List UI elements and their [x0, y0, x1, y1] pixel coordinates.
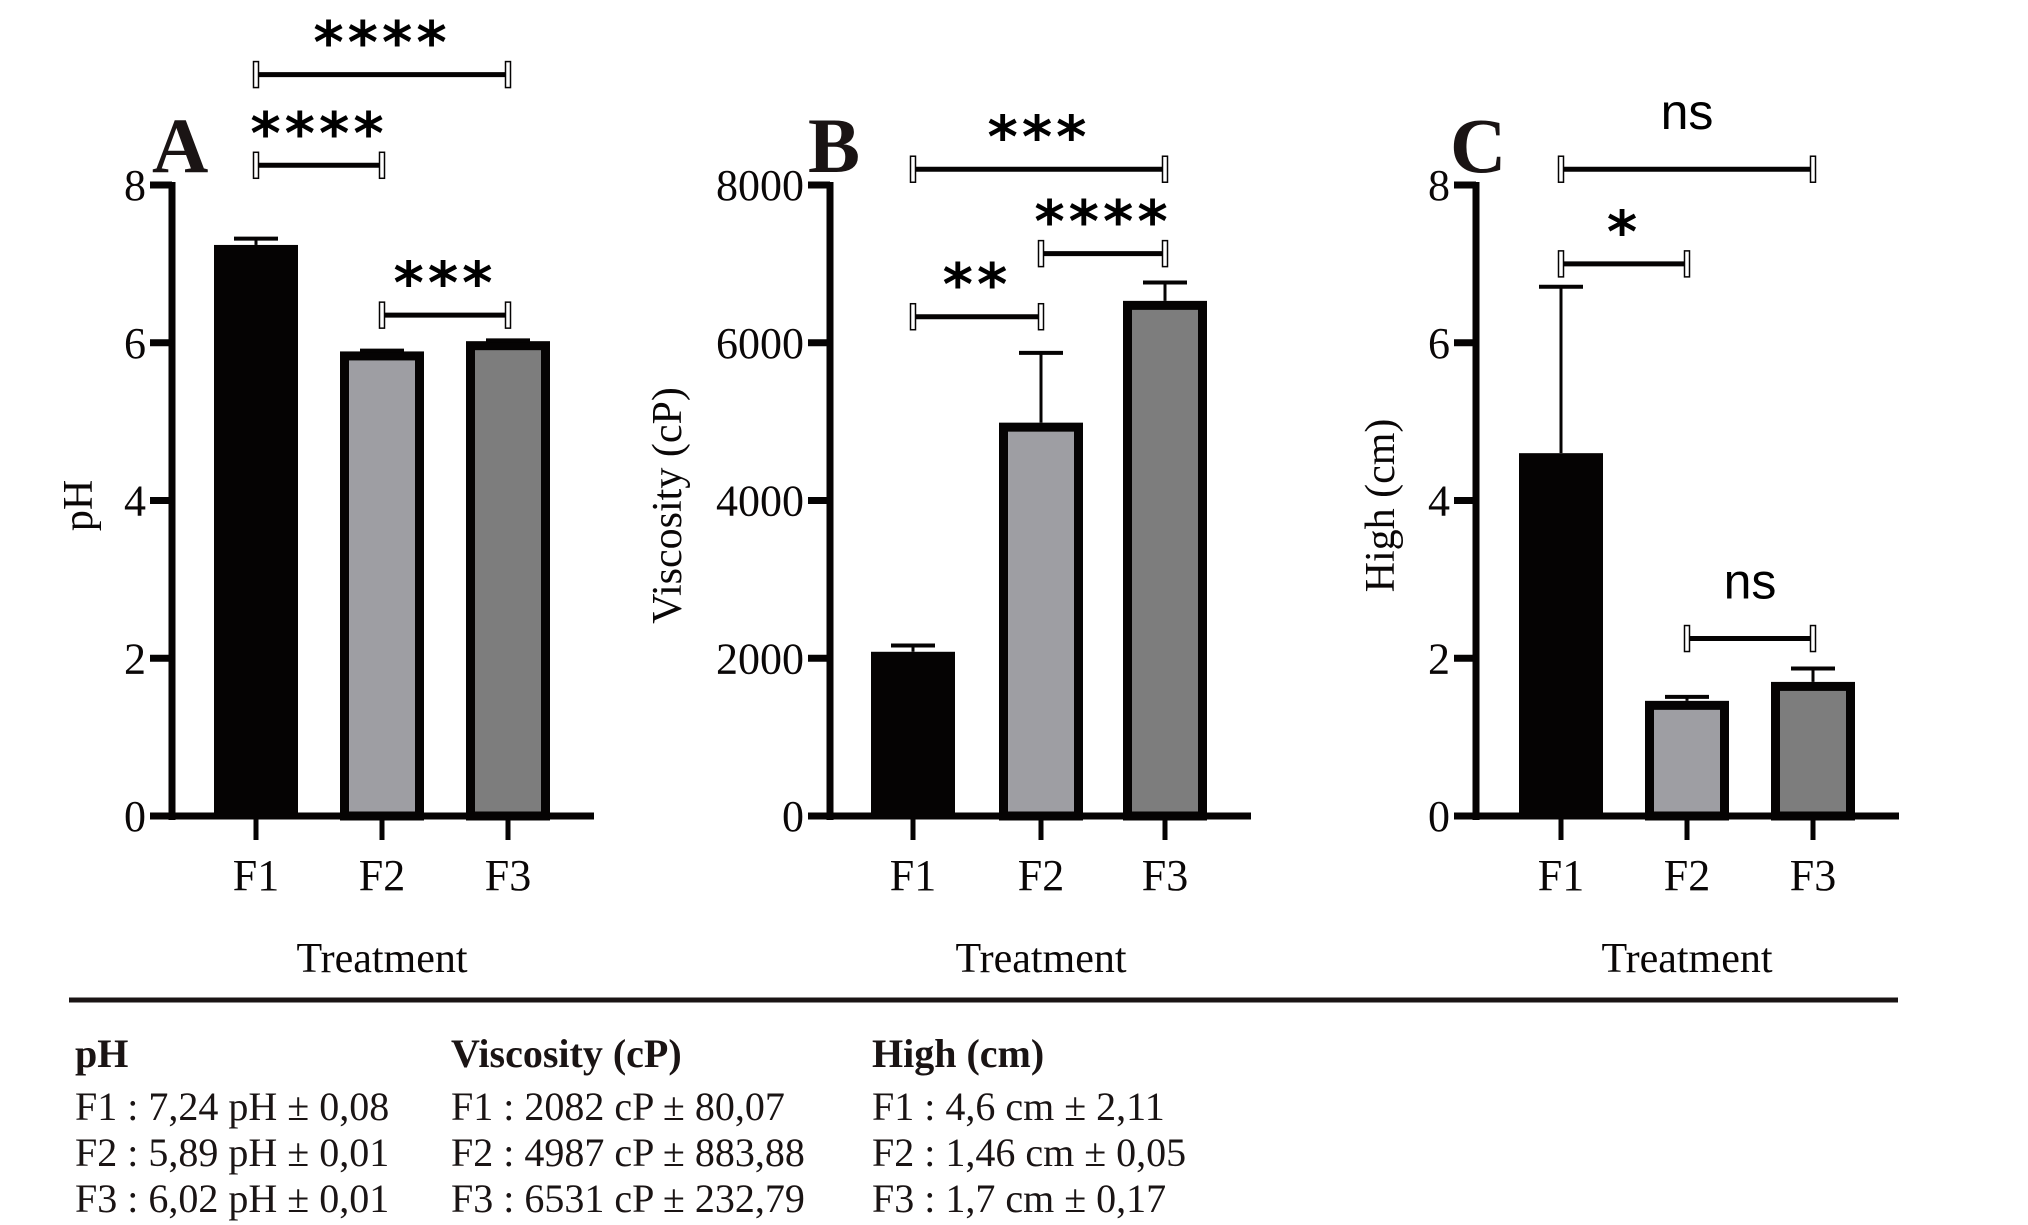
y-tick-label: 0	[782, 792, 804, 841]
y-axis-title: pH	[56, 480, 102, 531]
bracket-end	[1683, 250, 1691, 278]
bar-f3	[1123, 300, 1207, 821]
significance-stars: *	[1607, 198, 1641, 266]
bar-f1	[1519, 453, 1603, 816]
summary-row: F1 : 2082 cP ± 80,07	[451, 1084, 785, 1129]
significance-label-ns: ns	[1661, 84, 1714, 140]
significance-stars: ****	[313, 9, 450, 77]
summary-title: pH	[75, 1031, 129, 1076]
significance-bracket: ns	[1683, 554, 1817, 653]
significance-stars: ****	[250, 99, 387, 167]
x-tick-label: F1	[890, 851, 936, 900]
panel-b: 0 2000 4000 6000 8000 F1 F2 F3 Treatment Viscosit…	[645, 102, 1251, 982]
significance-bracket: **	[909, 251, 1045, 331]
x-tick-label: F2	[1018, 851, 1064, 900]
panel-letter: B	[808, 102, 860, 189]
bracket-end	[252, 60, 260, 89]
y-tick-label: 8000	[716, 161, 804, 210]
significance-bracket: *	[1557, 198, 1691, 278]
bracket-end	[1037, 239, 1045, 268]
summary-row: F2 : 4987 cP ± 883,88	[451, 1130, 805, 1175]
significance-bracket: ****	[250, 99, 387, 180]
significance-bracket: ****	[252, 9, 512, 89]
summary-row: F1 : 4,6 cm ± 2,11	[872, 1084, 1165, 1129]
bracket-end	[1809, 624, 1817, 653]
y-axis-title: Viscosity (cP)	[645, 387, 691, 624]
y-tick-label: 0	[1428, 792, 1450, 841]
y-tick-label: 2	[124, 634, 146, 683]
y-tick-label: 2	[1428, 634, 1450, 683]
x-tick-label: F1	[233, 851, 279, 900]
summary-column-viscosity: Viscosity (cP) F1 : 2082 cP ± 80,07 F2 :…	[451, 1030, 805, 1222]
x-tick-label: F3	[1790, 851, 1836, 900]
y-tick-label: 4	[1428, 477, 1450, 526]
x-tick-label: F3	[1142, 851, 1188, 900]
bar-f2	[999, 422, 1083, 821]
bracket-end	[378, 151, 386, 180]
bracket-end	[1161, 239, 1169, 268]
significance-bracket: ***	[378, 249, 512, 329]
bracket-end	[252, 151, 260, 180]
bar-f1	[214, 244, 298, 816]
summary-row: F3 : 6,02 pH ± 0,01	[75, 1176, 390, 1221]
panel-letter: A	[152, 102, 208, 189]
y-tick-label: 6	[1428, 319, 1450, 368]
significance-stars: **	[943, 251, 1012, 319]
bracket-end	[1809, 155, 1817, 183]
y-tick-label: 0	[124, 792, 146, 841]
y-tick-label: 6	[124, 319, 146, 368]
y-tick-label: 4000	[716, 477, 804, 526]
bracket-end	[1557, 250, 1565, 278]
summary-table: pH F1 : 7,24 pH ± 0,08 F2 : 5,89 pH ± 0,…	[0, 1010, 2028, 1225]
summary-row: F3 : 6531 cP ± 232,79	[451, 1176, 805, 1221]
x-tick-label: F2	[1664, 851, 1710, 900]
y-tick-label: 8	[1428, 161, 1450, 210]
x-axis-title: Treatment	[1601, 936, 1772, 982]
panel-letter: C	[1450, 102, 1506, 189]
summary-column-height: High (cm) F1 : 4,6 cm ± 2,11 F2 : 1,46 c…	[872, 1030, 1186, 1222]
bracket-end	[1557, 155, 1565, 183]
bracket-end	[909, 155, 917, 183]
x-tick-label: F2	[359, 851, 405, 900]
y-tick-label: 4	[124, 477, 146, 526]
summary-row: F2 : 1,46 cm ± 0,05	[872, 1130, 1187, 1175]
significance-bracket: ****	[1034, 188, 1171, 268]
significance-stars: ***	[394, 249, 497, 317]
bracket-end	[1683, 624, 1691, 653]
x-axis-title: Treatment	[296, 936, 467, 982]
significance-bracket: ***	[909, 103, 1169, 183]
bar-f1	[871, 651, 955, 816]
y-axis-title: High (cm)	[1358, 419, 1404, 593]
bracket-end	[504, 60, 512, 89]
summary-title: High (cm)	[872, 1031, 1045, 1076]
bar-f3	[466, 341, 550, 821]
summary-row: F2 : 5,89 pH ± 0,01	[75, 1130, 390, 1175]
significance-bracket: ns	[1557, 84, 1817, 183]
summary-row: F3 : 1,7 cm ± 0,17	[872, 1176, 1167, 1221]
significance-stars: ***	[988, 103, 1091, 171]
bracket-end	[1161, 155, 1169, 183]
bracket-end	[504, 301, 512, 329]
significance-stars: ****	[1034, 188, 1171, 256]
y-tick-label: 6000	[716, 319, 804, 368]
significance-label-ns: ns	[1724, 554, 1777, 610]
summary-column-ph: pH F1 : 7,24 pH ± 0,08 F2 : 5,89 pH ± 0,…	[75, 1030, 389, 1222]
bracket-end	[1037, 302, 1045, 331]
summary-title: Viscosity (cP)	[451, 1031, 682, 1076]
x-axis-title: Treatment	[955, 936, 1126, 982]
bracket-end	[909, 302, 917, 331]
bar-f2	[340, 351, 424, 821]
bar-f2	[1645, 700, 1729, 821]
bracket-end	[378, 301, 386, 329]
x-tick-label: F1	[1538, 851, 1584, 900]
panel-c: 0 2 4 6 8 F1 F2 F3 Treatment High (cm) C * ns ns	[1358, 84, 1899, 982]
x-tick-label: F3	[485, 851, 531, 900]
y-tick-label: 8	[124, 161, 146, 210]
summary-row: F1 : 7,24 pH ± 0,08	[75, 1084, 390, 1129]
y-tick-label: 2000	[716, 634, 804, 683]
bar-f3	[1771, 681, 1855, 821]
